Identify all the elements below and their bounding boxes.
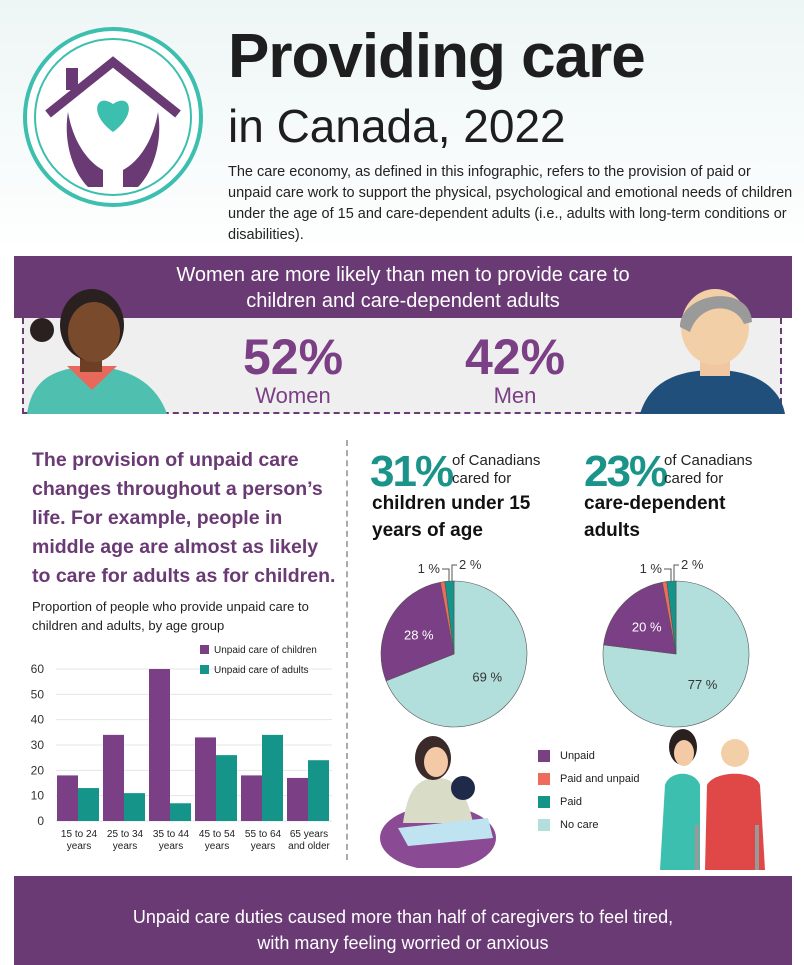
men-percent: 42% [464, 329, 566, 385]
pie-adults: 77 % 20 % 1 % 2 % [602, 557, 750, 728]
pie-children: 69 % 28 % 1 % 2 % [380, 557, 528, 728]
leader-line [451, 564, 457, 581]
adults-bold: care-dependent adults [584, 493, 726, 541]
bar-adults [216, 755, 237, 821]
x-tick-label: years [113, 841, 137, 852]
man-illustration [640, 289, 785, 414]
y-tick-label: 30 [31, 738, 45, 752]
y-tick-label: 50 [31, 687, 45, 701]
bar-adults [262, 734, 283, 821]
adults-percent: 23% [584, 447, 668, 496]
children-percent: 31% [370, 447, 454, 496]
men-label: Men [493, 383, 537, 408]
pie-legend: Unpaid Paid and unpaid Paid No care [538, 750, 640, 842]
children-text: of Canadians cared for [452, 452, 541, 487]
mother-child-illustration [380, 736, 496, 868]
pie-slice-no-care [385, 580, 528, 728]
leader-line [673, 564, 679, 581]
legend-label: Paid and unpaid [560, 773, 640, 785]
bar-children [57, 775, 78, 821]
legend-paid: Paid [538, 796, 640, 808]
legend-no-care: No care [538, 819, 640, 831]
x-tick-label: years [159, 841, 183, 852]
bar-adults [170, 803, 191, 821]
footer-text: Unpaid care duties caused more than half… [132, 907, 674, 953]
y-tick-label: 0 [37, 814, 44, 828]
legend-swatch [200, 645, 209, 654]
legend-label: No care [560, 819, 599, 831]
bar-children [287, 777, 308, 821]
intro-text: The care economy, as defined in this inf… [228, 164, 793, 243]
bar-adults [124, 793, 145, 821]
left-column: The provision of unpaid care changes thr… [31, 446, 338, 861]
bar-children [241, 775, 262, 821]
pie-label: 2 % [459, 557, 482, 572]
x-tick-label: 45 to 54 [199, 829, 236, 840]
section-divider [346, 440, 348, 860]
care-logo [23, 27, 203, 207]
pie-label: 69 % [472, 670, 502, 685]
adults-text: of Canadians cared for [664, 452, 753, 487]
gender-banner: Women are more likely than men to provid… [14, 256, 792, 318]
legend-label: Paid [560, 796, 583, 808]
title-line2: in Canada, 2022 [228, 100, 566, 152]
x-tick-label: 25 to 34 [107, 829, 144, 840]
caregiver-elder-illustration [660, 729, 765, 870]
chart-subtitle: Proportion of people who provide unpaid … [32, 599, 309, 633]
x-tick-label: 15 to 24 [61, 829, 98, 840]
pie-label: 1 % [418, 561, 441, 576]
y-tick-label: 40 [31, 713, 45, 727]
banner-text: Women are more likely than men to provid… [176, 264, 630, 312]
x-tick-label: 35 to 44 [153, 829, 190, 840]
x-tick-label: years [205, 841, 229, 852]
y-tick-label: 20 [31, 763, 45, 777]
woman-illustration [27, 289, 167, 414]
footer-banner: Unpaid care duties caused more than half… [14, 876, 792, 965]
title-line1: Providing care [228, 22, 646, 91]
x-tick-label: years [67, 841, 91, 852]
children-bold: children under 15 years of age [372, 493, 531, 541]
bar-children [149, 669, 170, 821]
pie-label: 2 % [681, 557, 704, 572]
pie-slice-unpaid [380, 581, 455, 682]
heart-icon [97, 100, 129, 132]
leader-line [664, 568, 672, 581]
pie-label: 1 % [640, 561, 663, 576]
pie-label: 28 % [404, 628, 434, 643]
leader-line [442, 568, 450, 581]
legend-label: Unpaid care of adults [214, 665, 309, 676]
legend-paid-and-unpaid: Paid and unpaid [538, 773, 640, 785]
y-tick-label: 60 [31, 662, 45, 676]
legend-swatch [200, 665, 209, 674]
women-percent: 52% [242, 329, 344, 385]
y-tick-label: 10 [31, 789, 45, 803]
life-stage-heading: The provision of unpaid care changes thr… [32, 449, 336, 587]
x-tick-label: years [251, 841, 275, 852]
bar-adults [78, 788, 99, 821]
pie-slice-paid [444, 580, 455, 655]
legend-label: Unpaid care of children [214, 645, 317, 656]
legend-label: Unpaid [560, 750, 595, 762]
pie-label: 77 % [688, 677, 718, 692]
women-label: Women [255, 383, 331, 408]
bar-children [195, 737, 216, 821]
x-tick-label: 55 to 64 [245, 829, 282, 840]
pie-label: 20 % [632, 620, 662, 635]
legend-unpaid: Unpaid [538, 750, 640, 762]
x-tick-label: 65 years [290, 829, 328, 840]
bar-adults [308, 760, 329, 821]
bar-children [103, 734, 124, 821]
x-tick-label: and older [288, 841, 330, 852]
pie-slice-paid [666, 580, 677, 655]
pie-slice-unpaid [603, 581, 677, 655]
